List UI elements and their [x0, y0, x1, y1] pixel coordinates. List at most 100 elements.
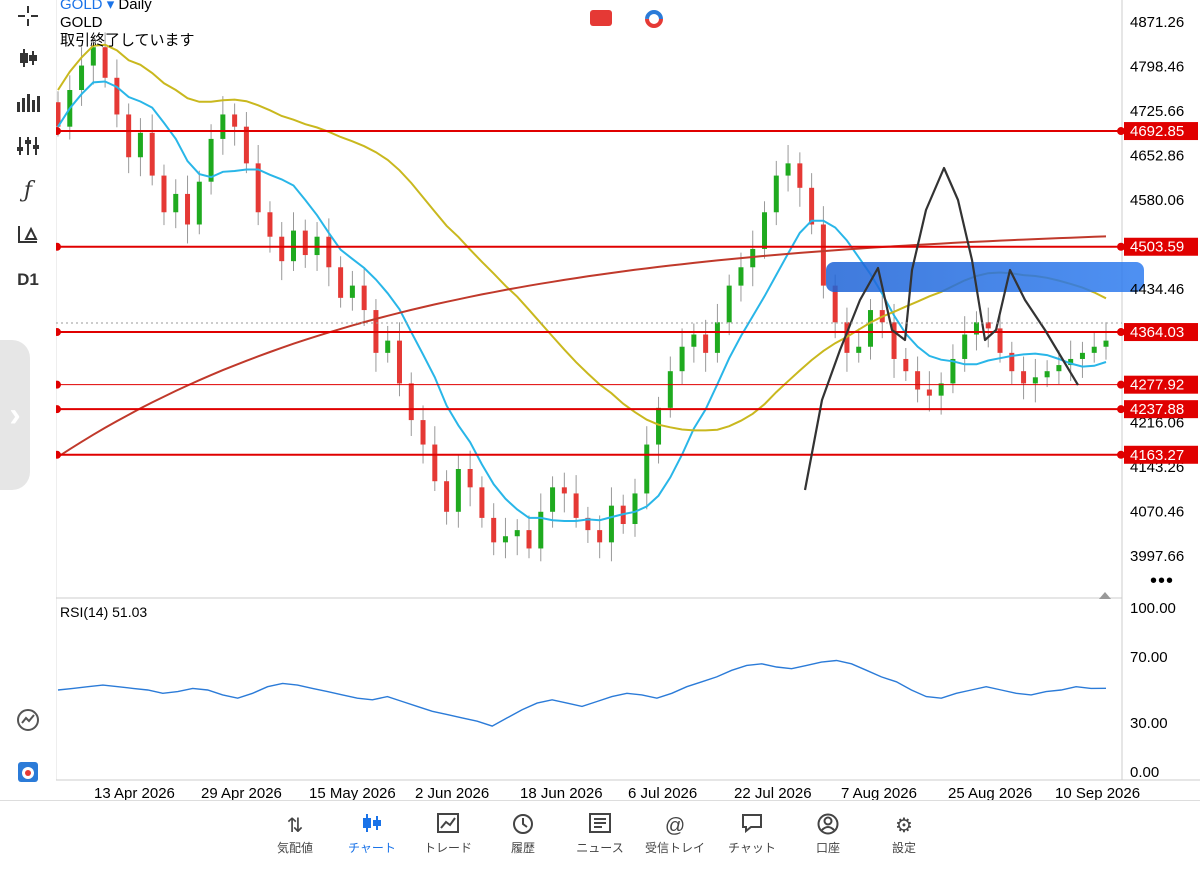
- nav-news[interactable]: ニュース: [565, 813, 635, 856]
- nav-mail[interactable]: @ 受信トレイ: [640, 813, 710, 856]
- candle-body: [279, 236, 285, 262]
- function-icon[interactable]: ƒ: [23, 177, 33, 203]
- indicators-icon[interactable]: [8, 130, 48, 162]
- chat-icon: [717, 813, 787, 839]
- candle-body: [1103, 340, 1109, 347]
- bars-icon[interactable]: [8, 86, 48, 118]
- level-handle[interactable]: [1117, 328, 1125, 337]
- candle-body: [526, 530, 532, 549]
- candle-body: [950, 358, 956, 384]
- time-axis: 13 Apr 2026 29 Apr 2026 15 May 2026 2 Jun 2…: [94, 785, 1140, 800]
- candle-body: [926, 389, 932, 396]
- candle-body: [1032, 377, 1038, 384]
- ma-fast-line: [57, 80, 1107, 522]
- level-price-tag: [1124, 323, 1198, 342]
- chevron-down-icon[interactable]: ▾: [106, 0, 115, 13]
- time-tick-label: 2 Jun 2026: [415, 785, 489, 800]
- candle-body: [90, 47, 96, 66]
- level-price-tag: [1124, 122, 1198, 141]
- time-tick-label: 15 May 2026: [309, 785, 396, 800]
- candle-body: [514, 530, 520, 537]
- candle-body: [126, 114, 132, 158]
- level-handle[interactable]: [1117, 405, 1125, 414]
- candle-body: [832, 285, 838, 323]
- candle-body: [703, 334, 709, 353]
- candle-body: [185, 193, 191, 225]
- time-tick-label: 29 Apr 2026: [201, 785, 282, 800]
- level-price-label: 4364.03: [1130, 324, 1184, 341]
- level-handle[interactable]: [1117, 450, 1125, 459]
- rsi-axis: 100.00 70.00 30.00 0.00: [1130, 600, 1176, 781]
- candle-body: [1091, 346, 1097, 353]
- side-panel-handle[interactable]: ›: [0, 340, 30, 490]
- nav-history[interactable]: 履歴: [488, 813, 558, 856]
- candle-body: [502, 536, 508, 543]
- price-chart[interactable]: 4871.26 4798.46 4725.66 4652.86 4580.06 4434.…: [0, 0, 1200, 800]
- candle-body: [785, 163, 791, 176]
- candle-body: [797, 163, 803, 188]
- candle-body: [667, 371, 673, 408]
- nav-quotes[interactable]: ⇅ 気配値: [260, 813, 330, 856]
- blue-highlight-zone: [826, 262, 1144, 292]
- nav-settings[interactable]: ⚙ 設定: [869, 813, 939, 856]
- crosshair-icon[interactable]: [8, 0, 48, 32]
- candle-body: [997, 328, 1003, 353]
- candle-body: [396, 340, 402, 384]
- candle-body: [962, 334, 968, 359]
- more-options-icon[interactable]: •••: [1150, 570, 1175, 592]
- indicator-window-icon[interactable]: [8, 704, 48, 736]
- candle-body: [985, 322, 991, 329]
- price-tick-label: 4216.06: [1130, 415, 1184, 432]
- candle-body: [102, 47, 108, 78]
- price-tick-label: 4798.46: [1130, 59, 1184, 76]
- candle-body: [1068, 358, 1074, 366]
- candle-body: [55, 102, 61, 127]
- nav-trade[interactable]: トレード: [413, 813, 483, 856]
- candle-body: [656, 407, 662, 445]
- account-icon: [793, 813, 863, 839]
- candle-body: [137, 132, 143, 158]
- price-tick-label: 4871.26: [1130, 14, 1184, 31]
- time-tick-label: 6 Jul 2026: [628, 785, 697, 800]
- timeframe-label: Daily: [118, 0, 152, 13]
- price-tick-label: 4434.46: [1130, 281, 1184, 298]
- candle-body: [632, 493, 638, 525]
- one-click-icon[interactable]: [643, 10, 665, 28]
- candle-body: [479, 487, 485, 518]
- add-indicator-icon[interactable]: [8, 756, 48, 788]
- rsi-tick-label: 100.00: [1130, 600, 1176, 617]
- candle-body: [79, 65, 85, 91]
- nav-account[interactable]: 口座: [793, 813, 863, 856]
- symbol-label[interactable]: GOLD: [60, 0, 103, 13]
- timeframe-badge[interactable]: D1: [17, 270, 39, 289]
- candle-body: [1009, 352, 1015, 372]
- level-handle[interactable]: [1117, 380, 1125, 389]
- candle-body: [491, 517, 497, 543]
- level-handle[interactable]: [1117, 127, 1125, 136]
- candle-body: [455, 468, 461, 512]
- candle-body: [385, 340, 391, 353]
- level-handle[interactable]: [1117, 242, 1125, 251]
- nav-chart[interactable]: チャート: [337, 813, 407, 856]
- ma-slow-line: [57, 235, 1107, 458]
- candle-body: [326, 236, 332, 268]
- objects-icon[interactable]: [8, 218, 48, 250]
- price-axis: 4871.26 4798.46 4725.66 4652.86 4580.06 4434.…: [1130, 14, 1184, 565]
- candle-body: [161, 175, 167, 213]
- candle-body: [679, 346, 685, 372]
- candle-body: [173, 193, 179, 213]
- candle-body: [420, 420, 426, 445]
- nav-chat[interactable]: チャット: [717, 813, 787, 856]
- scroll-marker: [1099, 592, 1111, 599]
- candle-body: [302, 230, 308, 256]
- candle-body: [714, 322, 720, 353]
- bottom-navigation: ⇅ 気配値 チャート トレード 履歴 ニュース @ 受信トレイ チャット: [0, 800, 1200, 870]
- candle-body: [750, 248, 756, 268]
- candle-body: [1056, 365, 1062, 372]
- trade-toggle-icon[interactable]: [590, 10, 612, 26]
- mail-icon: @: [664, 815, 686, 837]
- level-price-label: 4163.27: [1130, 447, 1184, 464]
- candle-body: [538, 511, 544, 549]
- time-tick-label: 22 Jul 2026: [734, 785, 812, 800]
- candles-icon[interactable]: [8, 42, 48, 74]
